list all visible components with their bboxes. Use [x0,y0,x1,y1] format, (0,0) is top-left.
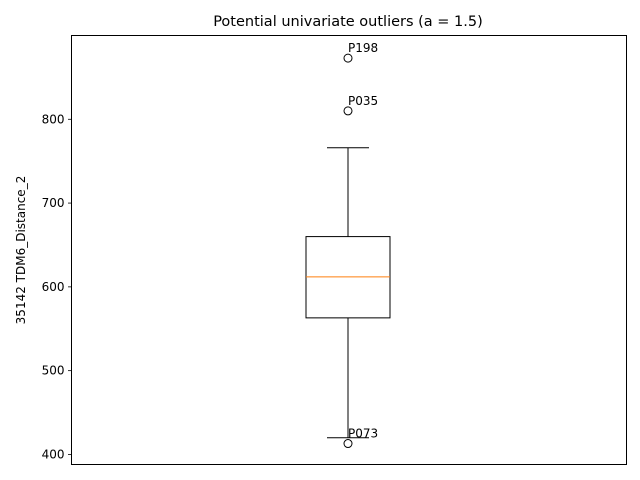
y-tick-label: 400 [42,447,65,461]
y-tick-label: 700 [42,196,65,210]
y-tick-label: 600 [42,280,65,294]
plot-area-frame [71,35,627,465]
outlier-label: P198 [348,41,378,55]
outlier-point [343,106,353,116]
outlier-label: P035 [348,94,378,108]
y-axis-label: 35142 TDM6_Distance_2 [14,176,28,325]
outlier-point [343,53,353,63]
outlier-point [343,439,353,449]
y-tick-label: 800 [42,112,65,126]
y-tick-label: 500 [42,364,65,378]
box-plot: P198 P035 P073 [305,41,391,449]
y-axis-ticks: 400 500 600 700 800 [42,112,72,461]
outlier-label: P073 [348,427,378,441]
chart-title: Potential univariate outliers (a = 1.5) [213,14,483,30]
